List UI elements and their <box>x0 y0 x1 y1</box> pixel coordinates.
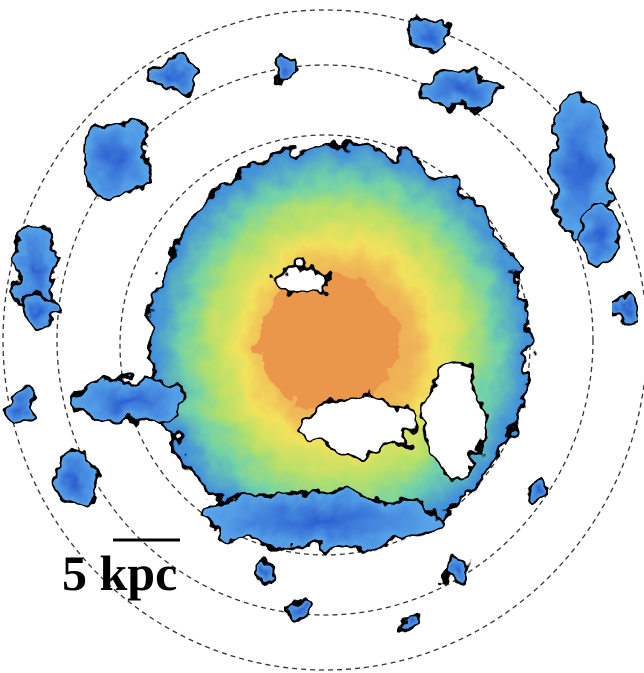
clump <box>271 58 299 86</box>
clump <box>4 387 36 423</box>
clump <box>441 558 469 586</box>
scale-bar: 5 kpc <box>62 538 180 601</box>
clump <box>400 610 420 630</box>
clump <box>51 453 99 507</box>
core <box>260 277 400 413</box>
gap <box>303 395 417 455</box>
clump <box>615 294 635 326</box>
clump <box>288 596 312 620</box>
clump <box>410 15 450 55</box>
ring <box>56 64 594 616</box>
clump <box>73 376 187 424</box>
disk-emission <box>148 143 532 547</box>
clump <box>78 118 152 202</box>
clump <box>548 93 612 237</box>
clump <box>151 58 199 92</box>
clump <box>198 490 442 550</box>
clump <box>580 203 620 267</box>
scale-label: 5 kpc <box>62 545 177 601</box>
clump <box>528 478 552 502</box>
gap <box>423 363 487 477</box>
clump <box>23 293 57 327</box>
clump <box>253 558 277 586</box>
clump <box>418 70 502 110</box>
outer-clumps <box>4 15 635 630</box>
gap <box>268 264 332 296</box>
